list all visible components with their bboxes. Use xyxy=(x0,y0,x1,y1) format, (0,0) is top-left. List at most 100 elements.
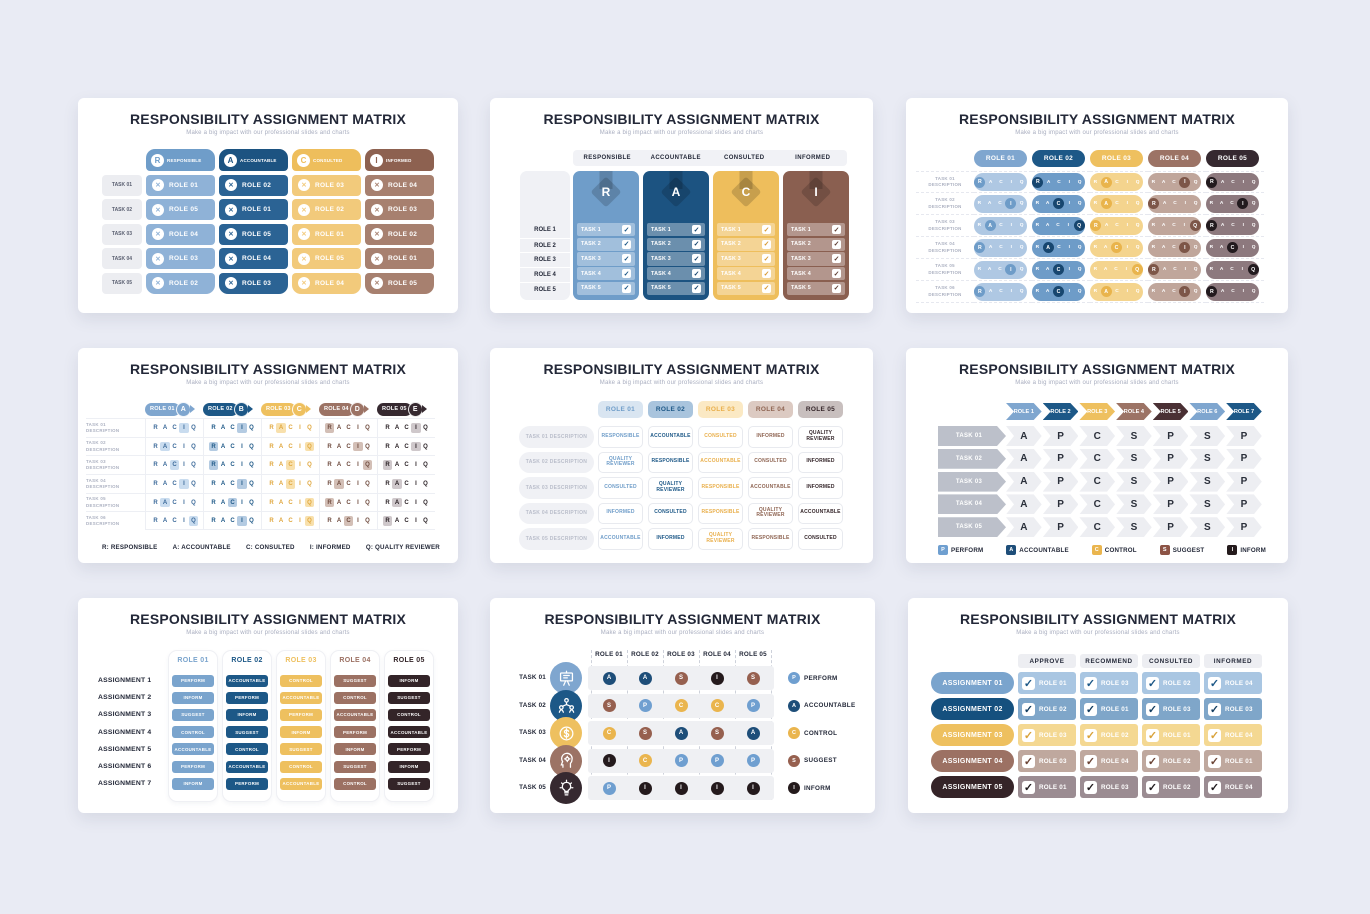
raciq-letter: Q xyxy=(1019,179,1024,185)
role-label: ROLE 4 xyxy=(520,267,570,282)
role-cell-label: ROLE 05 xyxy=(315,255,345,263)
letter-cell-chevron: C xyxy=(1079,494,1115,514)
legend-badge-i: I xyxy=(788,782,800,794)
responsibility-cell: ACCOUNTABLE xyxy=(698,451,743,473)
action-button: ACCOUNTABLE xyxy=(172,743,214,756)
responsibility-cell: RESPONSIBLE xyxy=(698,502,743,524)
legend-label: PERFORM xyxy=(804,674,838,682)
checkbox-checked-icon: ✓ xyxy=(1084,728,1097,742)
raciq-highlight: I xyxy=(237,516,247,526)
raciq-letter: A xyxy=(394,517,400,524)
responsibility-cell: CONSULTED xyxy=(648,502,693,524)
task-name: TASK 06 xyxy=(86,515,106,521)
raciq-letter: A xyxy=(394,462,400,469)
role-chevron: ROLE 4 xyxy=(1116,403,1152,420)
raciq-letter: C xyxy=(1172,179,1176,185)
task-chevron: TASK 01 xyxy=(938,426,1006,446)
raciq-highlight: Q xyxy=(362,460,373,470)
letter-badge: P xyxy=(710,754,724,767)
task-label: TASK 4 xyxy=(581,270,601,277)
letter-badge: C xyxy=(638,754,652,767)
letter-badge: I xyxy=(746,781,760,795)
raciq-letter: Q xyxy=(191,462,196,469)
action-button-cell: INFORM xyxy=(166,689,220,706)
raciq-letter: A xyxy=(220,424,226,431)
raciq-highlight: Q xyxy=(1131,264,1143,275)
role-cell: ✕ ROLE 04 xyxy=(365,174,434,196)
responsibility-cell: ACCOUNTABLE xyxy=(798,502,843,524)
raciq-highlight: R xyxy=(1148,264,1160,275)
role-label: ROLE 02 xyxy=(1101,731,1129,739)
role-check-cell: ✓ ROLE 01 xyxy=(1142,724,1200,746)
matrix-cell-wrap: CONSULTED xyxy=(748,451,798,473)
role-cell: ✕ ROLE 03 xyxy=(219,272,288,294)
role-pill: ROLE 03 xyxy=(698,401,743,418)
raciq-letter: A xyxy=(220,443,226,450)
matrix-cell-wrap: CONSULTED xyxy=(598,477,648,499)
role-label: ROLE 03 xyxy=(1163,705,1191,713)
checkbox-checked-icon: ✓ xyxy=(1022,702,1035,716)
matrix-cell-wrap: RESPONSIBLE xyxy=(598,426,648,448)
raciq-letter: R xyxy=(153,499,158,506)
assignment-pill: ASSIGNMENT 03 xyxy=(931,724,1014,746)
page-title: RESPONSIBILITY ASSIGNMENT MATRIX xyxy=(958,361,1236,377)
raciq-letter: I xyxy=(357,499,359,506)
letter-cell-chevron: S xyxy=(1189,517,1225,537)
task-name: TASK 04 xyxy=(86,477,106,483)
action-button-cell: ACCOUNTABLE xyxy=(328,706,382,723)
raciq-letter: C xyxy=(346,480,351,487)
action-button: PERFORM xyxy=(280,708,322,721)
role-check-cell: ✓ ROLE 02 xyxy=(1142,750,1200,772)
raciq-letter: A xyxy=(1219,267,1224,272)
raciq-letter: C xyxy=(172,424,177,431)
raciq-highlight: C xyxy=(1052,286,1064,297)
idea-icon xyxy=(550,772,582,804)
role-pill: ROLE 04 xyxy=(748,401,793,418)
responsibility-cell: INFORMED xyxy=(748,426,793,448)
raciq-letter: R xyxy=(977,201,982,206)
raciq-letter: Q xyxy=(249,480,254,487)
raciq-letter: R xyxy=(327,462,332,469)
raciq-highlight: R xyxy=(382,460,393,470)
matrix-cell-wrap: CONSULTED xyxy=(648,502,698,524)
role-header: ROLE 02 xyxy=(631,651,659,658)
role-tag: ROLE 02 B xyxy=(203,401,253,417)
responsibility-cell: CONSULTED xyxy=(748,451,793,473)
raciq-letter: I xyxy=(1241,267,1243,272)
slide-3-raciq-pills: RESPONSIBILITY ASSIGNMENT MATRIX Make a … xyxy=(906,98,1288,313)
matrix-cell-wrap: QUALITY REVIEWER xyxy=(798,426,848,448)
raciq-letter: Q xyxy=(307,424,312,431)
role-pill: ROLE 02 xyxy=(648,401,693,418)
letter-badge: P xyxy=(746,699,760,712)
raciq-letter: Q xyxy=(1251,223,1256,228)
role-check-cell: ✓ ROLE 02 xyxy=(1080,724,1138,746)
raciq-letter: Q xyxy=(423,480,428,487)
task-row: TASK 5 ✓ xyxy=(577,281,635,295)
role-tag: ROLE 04 D xyxy=(319,401,369,417)
legend-item: R: RESPONSIBLE xyxy=(102,544,158,551)
task-label: TASK 3 xyxy=(721,255,741,262)
page-subtitle: Make a big impact with our professional … xyxy=(186,630,350,636)
role-check-cell: ✓ ROLE 04 xyxy=(1204,724,1262,746)
role-cell-label: ROLE 02 xyxy=(242,181,272,189)
raciq-letter: Q xyxy=(249,424,254,431)
raciq-highlight: I xyxy=(1179,242,1191,253)
column-header-pill: APPROVE xyxy=(1018,654,1076,668)
assignment-pill: ASSIGNMENT 01 xyxy=(931,672,1014,694)
role-cell-label: ROLE 05 xyxy=(388,279,418,287)
legend-item: I INFORM xyxy=(1227,545,1266,555)
task-label: TASK 01 DESCRIPTION xyxy=(519,426,594,448)
raciq-letter: Q xyxy=(249,499,254,506)
x-mark-icon: ✕ xyxy=(225,228,237,241)
legend-item: Q: QUALITY REVIEWER xyxy=(365,544,440,551)
raciq-letter: R xyxy=(269,517,274,524)
